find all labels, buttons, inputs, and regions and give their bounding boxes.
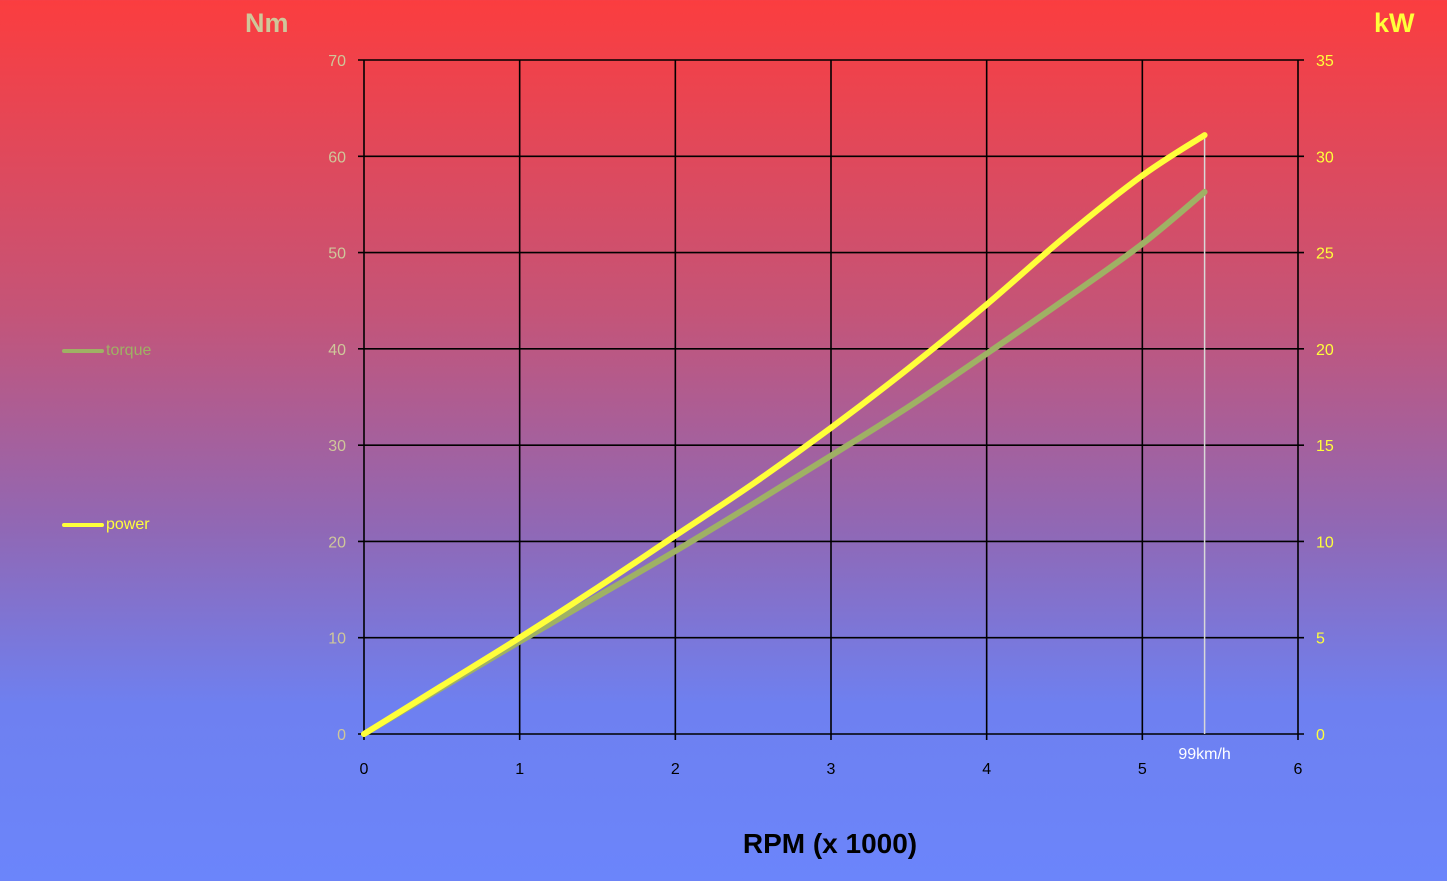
x-tick-label: 0 xyxy=(360,761,369,778)
y-left-tick-label: 0 xyxy=(337,727,346,744)
legend-item-torque: torque xyxy=(62,342,151,360)
y-left-tick-label: 30 xyxy=(328,438,346,455)
series-line-torque xyxy=(361,188,1208,737)
y-left-tick-label: 40 xyxy=(328,342,346,359)
x-tick-label: 3 xyxy=(827,761,836,778)
x-tick-label: 2 xyxy=(671,761,680,778)
y-left-tick-label: 60 xyxy=(328,149,346,166)
y-axis-right-title: kW xyxy=(1374,8,1415,38)
y-right-tick-label: 5 xyxy=(1316,631,1325,648)
y-left-tick-label: 70 xyxy=(328,53,346,70)
y-left-tick-label: 10 xyxy=(328,631,346,648)
y-right-tick-label: 0 xyxy=(1316,727,1325,744)
x-tick-label: 4 xyxy=(982,761,991,778)
legend-swatch-torque xyxy=(62,349,104,353)
x-axis-title: RPM (x 1000) xyxy=(742,828,918,859)
y-right-tick-label: 35 xyxy=(1316,53,1334,70)
legend-label-power: power xyxy=(106,516,150,533)
y-right-tick-label: 15 xyxy=(1316,438,1334,455)
y-axis-left-title: Nm xyxy=(245,8,289,38)
x-tick-label: 1 xyxy=(515,761,524,778)
y-right-tick-label: 25 xyxy=(1316,246,1334,263)
y-left-tick-label: 20 xyxy=(328,534,346,551)
x-tick-label: 6 xyxy=(1294,761,1303,778)
series-line-power xyxy=(361,132,1208,737)
legend-label-torque: torque xyxy=(106,342,152,359)
y-right-tick-label: 10 xyxy=(1316,534,1334,551)
annotation-label: 99km/h xyxy=(1178,746,1230,763)
y-left-tick-label: 50 xyxy=(328,246,346,263)
y-right-tick-label: 20 xyxy=(1316,342,1334,359)
x-tick-label: 5 xyxy=(1138,761,1147,778)
legend-swatch-power xyxy=(62,523,104,527)
legend-item-power: power xyxy=(62,516,150,534)
y-right-tick-label: 30 xyxy=(1316,149,1334,166)
